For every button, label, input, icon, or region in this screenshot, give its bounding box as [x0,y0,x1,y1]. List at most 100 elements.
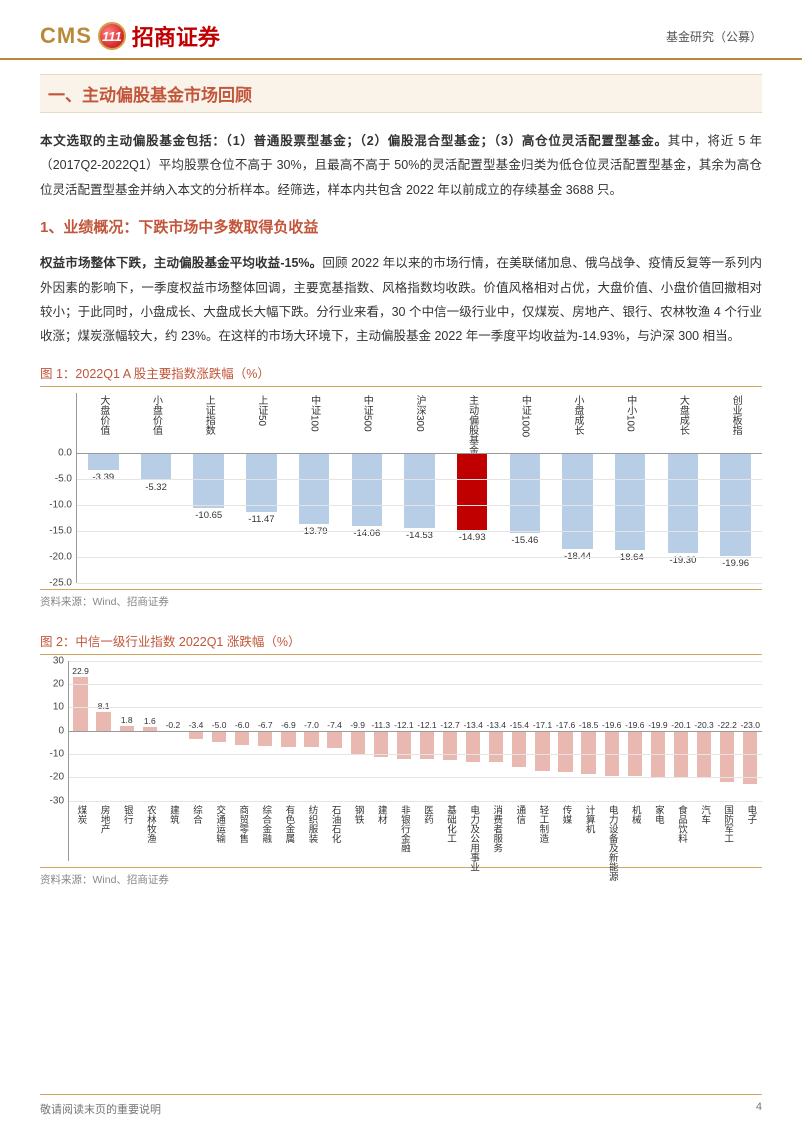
chart2-value-label: -12.1 [417,720,436,730]
chart2-value-label: -17.6 [556,720,575,730]
chart1-bar [88,453,119,471]
chart2-bar [466,731,480,762]
chart2-category-label: 传媒 [559,805,573,824]
chart2-bar [281,731,295,747]
chart2-bar-col: -7.0纺织服装 [300,661,323,861]
chart1-category-label: 小盘成长 [570,395,585,435]
chart1-bar-col: 主动偏股基金平均-14.93 [446,393,499,583]
chart1-bar [193,453,224,508]
chart2-category-label: 石油石化 [328,805,342,843]
chart2-category-label: 汽车 [697,805,711,824]
chart2-bar [581,731,595,774]
chart2-bar-col: -19.6电力设备及新能源 [600,661,623,861]
chart2-bar [443,731,457,761]
chart2-bar-col: -13.4电力及公用事业 [462,661,485,861]
chart1-plot: 大盘价值-3.39小盘价值-5.32 上证指数 -10.65 上证50-11.47 中证… [76,393,762,583]
chart2-value-label: -5.0 [212,720,227,730]
chart2-value-label: -15.4 [510,720,529,730]
chart2-bar-col: -18.5计算机 [577,661,600,861]
chart1-value-label: -10.65 [195,510,222,521]
chart2-bar-col: -9.9钢铁 [346,661,369,861]
chart2-bar [258,731,272,747]
chart1-bar-col: 中证500-14.06 [340,393,393,583]
chart2-bar [96,712,110,731]
chart2-value-label: -0.2 [166,720,181,730]
chart1-value-label: -14.93 [459,532,486,543]
figure-2-title: 图 2：中信一级行业指数 2022Q1 涨跌幅（%） [40,631,762,650]
chart1-bar [141,453,172,481]
chart2-bar-col: -12.1 医药 [415,661,438,861]
chart2-value-label: 1.8 [121,715,133,725]
figure-1-source: 资料来源：Wind、招商证券 [40,589,762,609]
chart2-bar-col: -17.6 传媒 [554,661,577,861]
chart1-bar [352,453,383,526]
chart1-bar [510,453,541,533]
page-header: CMS 111 招商证券 基金研究（公募） [0,0,802,60]
chart2-bar-col: -20.1食品饮料 [669,661,692,861]
chart2-bar-col: -12.7基础化工 [439,661,462,861]
logo: CMS 111 招商证券 [40,20,220,52]
chart2-bar-col: -6.0商贸零售 [231,661,254,861]
subsection-heading: 1、业绩概况：下跌市场中多数取得负收益 [40,216,762,237]
chart2-bar-col: -7.4 石油石化 [323,661,346,861]
chart1-bar-col: 上证50-11.47 [235,393,288,583]
chart2-bar-col: -19.9家电 [646,661,669,861]
chart2-value-label: 1.6 [144,716,156,726]
chart2-bar-col: -20.3汽车 [693,661,716,861]
chart2-value-label: -6.9 [281,720,296,730]
chart1-category-label: 中小100 [623,395,638,432]
chart2-bar-col: -11.3建材 [369,661,392,861]
chart1-bars: 大盘价值-3.39小盘价值-5.32 上证指数 -10.65 上证50-11.47 中证… [77,393,762,583]
figure-1-rule [40,386,762,387]
content: 一、主动偏股基金市场回顾 本文选取的主动偏股基金包括：（1）普通股票型基金；（2… [0,60,802,887]
chart1-yaxis: 0.0-5.0-10.0-15.0-20.0-25.0 [40,393,76,583]
chart1-value-label: -14.53 [406,530,433,541]
chart2-value-label: -6.7 [258,720,273,730]
chart1-bar-col: 小盘成长-18.44 [551,393,604,583]
intro-bold: 本文选取的主动偏股基金包括：（1）普通股票型基金；（2）偏股混合型基金；（3）高… [40,134,668,148]
chart2-category-label: 医药 [420,805,434,824]
chart1-bar-col: 沪深300-14.53 [393,393,446,583]
chart2-value-label: -13.4 [463,720,482,730]
chart2-category-label: 煤炭 [74,805,88,824]
chart2-value-label: -22.2 [717,720,736,730]
chart2-category-label: 交通运输 [212,805,226,843]
chart2-bar-col: -23.0电子 [739,661,762,861]
chart2-category-label: 钢铁 [351,805,365,824]
chart2-bar [73,677,87,730]
chart2-category-label: 银行 [120,805,134,824]
chart2-bar [558,731,572,772]
chart2-yaxis: 3020100-10-20-30 [40,661,68,861]
chart2-bar [512,731,526,767]
chart2-category-label: 非银行金融 [397,805,411,853]
chart1-bar-col: 小盘价值-5.32 [130,393,183,583]
overview-bold: 权益市场整体下跌，主动偏股基金平均收益-15%。 [40,256,322,270]
chart1-category-label: 中证500 [359,395,374,432]
chart2-value-label: -7.4 [327,720,342,730]
chart2-bar-col: 1.8 银行 [115,661,138,861]
chart1-bar-col: 大盘价值-3.39 [77,393,130,583]
chart1-category-label: 上证指数 [201,395,216,435]
chart2-bar-col: -17.1轻工制造 [531,661,554,861]
chart1-category-label: 中证1000 [517,395,532,437]
chart2-category-label: 综合金融 [258,805,272,843]
chart2-bar [720,731,734,783]
chart2-value-label: -13.4 [487,720,506,730]
intro-paragraph: 本文选取的主动偏股基金包括：（1）普通股票型基金；（2）偏股混合型基金；（3）高… [40,129,762,202]
logo-cn: 招商证券 [132,20,220,52]
chart2-category-label: 通信 [512,805,526,824]
chart1-bar [615,453,646,550]
chart2-category-label: 房地产 [97,805,111,834]
chart1-bar [404,453,435,529]
section-heading-1: 一、主动偏股基金市场回顾 [40,74,762,113]
chart2-bar-col: -15.4 通信 [508,661,531,861]
chart2-value-label: -3.4 [189,720,204,730]
chart2-value-label: -19.6 [625,720,644,730]
chart2-bar-col: -6.9有色金属 [277,661,300,861]
chart2-bar [327,731,341,748]
chart1-bar-col: 中证1000 -15.46 [499,393,552,583]
chart2-bar-col: -19.6机械 [623,661,646,861]
chart2-bar-col: -6.7 综合金融 [254,661,277,861]
chart1-value-label: -15.46 [511,535,538,546]
chart1-bar [668,453,699,553]
